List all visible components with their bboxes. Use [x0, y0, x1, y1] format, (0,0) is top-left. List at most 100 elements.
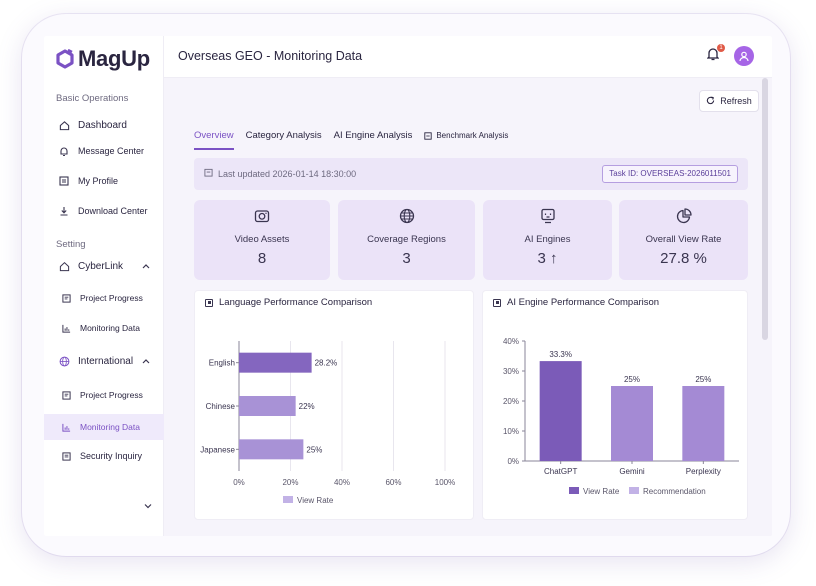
stat-label: Coverage Regions [367, 234, 446, 245]
stat-value: 3 ↑ [537, 250, 558, 267]
top-bar: Overseas GEO - Monitoring Data 1 [164, 36, 772, 78]
sidebar-item-label: Dashboard [78, 119, 127, 131]
y-tick-label: 0% [507, 457, 519, 466]
sidebar-item-label: Download Center [78, 206, 148, 216]
legend-swatch-recommendation [629, 487, 639, 494]
refresh-icon [706, 95, 715, 107]
stat-value: 8 [257, 250, 267, 267]
x-tick-label: 60% [385, 478, 401, 487]
sidebar: MagUp Basic Operations Dashboard Message… [44, 36, 164, 536]
clipboard-icon [58, 390, 74, 400]
profile-card-icon [56, 176, 72, 186]
sidebar-item-label: Monitoring Data [80, 422, 141, 432]
notification-badge: 1 [717, 44, 725, 52]
stat-card-overall-view-rate: Overall View Rate 27.8 % [619, 200, 748, 280]
calendar-icon [204, 168, 213, 179]
bar-chart-icon [58, 423, 74, 432]
notification-bell-icon[interactable] [706, 47, 720, 66]
category-label: Chinese [206, 402, 236, 411]
sidebar-item-label: Message Center [78, 146, 145, 156]
sidebar-item-intl-monitoring-data[interactable]: Monitoring Data [44, 414, 164, 440]
sidebar-expand-chevron-icon[interactable] [144, 496, 152, 514]
category-label: Japanese [200, 445, 235, 454]
bar-japanese [239, 439, 304, 460]
tab-bar: Overview Category Analysis AI Engine Ana… [194, 130, 520, 150]
sidebar-item-intl-project-progress[interactable]: Project Progress [44, 383, 164, 407]
monitor-icon [483, 208, 612, 226]
sidebar-item-message-center[interactable]: Message Center [44, 139, 164, 163]
sidebar-group-label: CyberLink [78, 260, 124, 272]
x-tick-label: 100% [435, 478, 455, 487]
house-outline-icon [56, 261, 72, 272]
ai-engine-chart-title: AI Engine Performance Comparison [507, 297, 660, 308]
bell-icon [56, 146, 72, 157]
sidebar-item-dashboard[interactable]: Dashboard [44, 113, 164, 137]
sidebar-item-cyberlink-monitoring-data[interactable]: Monitoring Data [44, 316, 164, 340]
scrollbar-thumb[interactable] [762, 78, 768, 340]
bar-chinese [239, 396, 296, 416]
category-label: Perplexity [686, 467, 721, 476]
globe-icon [56, 356, 72, 367]
stat-label: Video Assets [234, 234, 290, 245]
legend-label: Recommendation [643, 487, 706, 496]
camera-icon [194, 208, 330, 226]
sidebar-group-cyberlink[interactable]: CyberLink [44, 254, 164, 278]
sidebar-item-label: Project Progress [80, 390, 143, 400]
sidebar-item-download-center[interactable]: Download Center [44, 199, 164, 223]
section-setting: Setting [56, 239, 86, 250]
last-updated-text: Last updated 2026-01-14 18:30:00 [218, 168, 357, 179]
chevron-up-icon [142, 261, 150, 271]
x-tick-label: 40% [334, 478, 350, 487]
app-window: MagUp Basic Operations Dashboard Message… [44, 36, 772, 536]
tab-benchmark-analysis[interactable]: Benchmark Analysis [424, 130, 508, 150]
tab-overview[interactable]: Overview [194, 130, 234, 150]
data-label: 22% [299, 402, 315, 411]
data-label: 28.2% [315, 359, 338, 368]
y-tick-label: 30% [503, 367, 519, 376]
clipboard-icon [58, 293, 74, 303]
legend-label: View Rate [297, 496, 334, 505]
category-label: ChatGPT [544, 467, 577, 476]
ai-engine-bar-chart: 0% 10% 20% 30% 40% 33.3% ChatGPT 25% Gemini 25% Pe… [503, 337, 739, 496]
sidebar-item-label: Monitoring Data [80, 323, 141, 333]
bar-perplexity [682, 386, 725, 461]
legend-label: View Rate [583, 487, 620, 496]
legend-swatch-view-rate [569, 487, 579, 494]
data-label: 25% [695, 375, 711, 384]
tab-ai-engine-analysis[interactable]: AI Engine Analysis [333, 130, 413, 141]
tab-category-analysis[interactable]: Category Analysis [245, 130, 322, 141]
language-chart-title: Language Performance Comparison [219, 297, 373, 308]
sidebar-group-international[interactable]: International [44, 349, 164, 373]
bar-english [239, 352, 312, 373]
logo-text: MagUp [78, 46, 150, 71]
ai-engine-performance-panel: AI Engine Performance Comparison 0% 10% 20… [482, 290, 748, 520]
home-icon [56, 120, 72, 131]
x-tick-label: 0% [233, 478, 245, 487]
sidebar-item-label: Project Progress [80, 293, 143, 303]
stat-label: AI Engines [524, 234, 571, 245]
user-avatar[interactable] [734, 46, 754, 66]
tab-label: Benchmark Analysis [436, 131, 509, 140]
sidebar-group-label: International [78, 355, 134, 367]
stat-label: Overall View Rate [645, 234, 722, 245]
sidebar-item-my-profile[interactable]: My Profile [44, 169, 164, 193]
panel-title: AI Engine Performance Comparison [493, 297, 659, 308]
category-label: English [209, 359, 235, 368]
stat-value: 3 [402, 250, 411, 267]
language-bar-chart: 0% 20% 40% 60% 100% English 28.2% Chinese 22% Jap… [200, 341, 455, 505]
refresh-button[interactable]: Refresh [699, 90, 759, 112]
data-label: 25% [624, 375, 640, 384]
language-performance-panel: Language Performance Comparison 0% 20% 40%… [194, 290, 474, 520]
logo-icon [56, 49, 74, 69]
globe-icon [338, 208, 475, 226]
sidebar-item-label: My Profile [78, 176, 119, 186]
bar-gemini [611, 386, 653, 461]
refresh-label: Refresh [720, 96, 752, 106]
y-tick-label: 10% [503, 427, 519, 436]
legend-swatch [283, 496, 293, 503]
sidebar-item-cyberlink-project-progress[interactable]: Project Progress [44, 286, 164, 310]
stat-card-ai-engines: AI Engines 3 ↑ [483, 200, 612, 280]
document-icon [424, 132, 432, 140]
stat-card-coverage-regions: Coverage Regions 3 [338, 200, 475, 280]
sidebar-item-security-inquiry[interactable]: Security Inquiry [44, 444, 164, 468]
